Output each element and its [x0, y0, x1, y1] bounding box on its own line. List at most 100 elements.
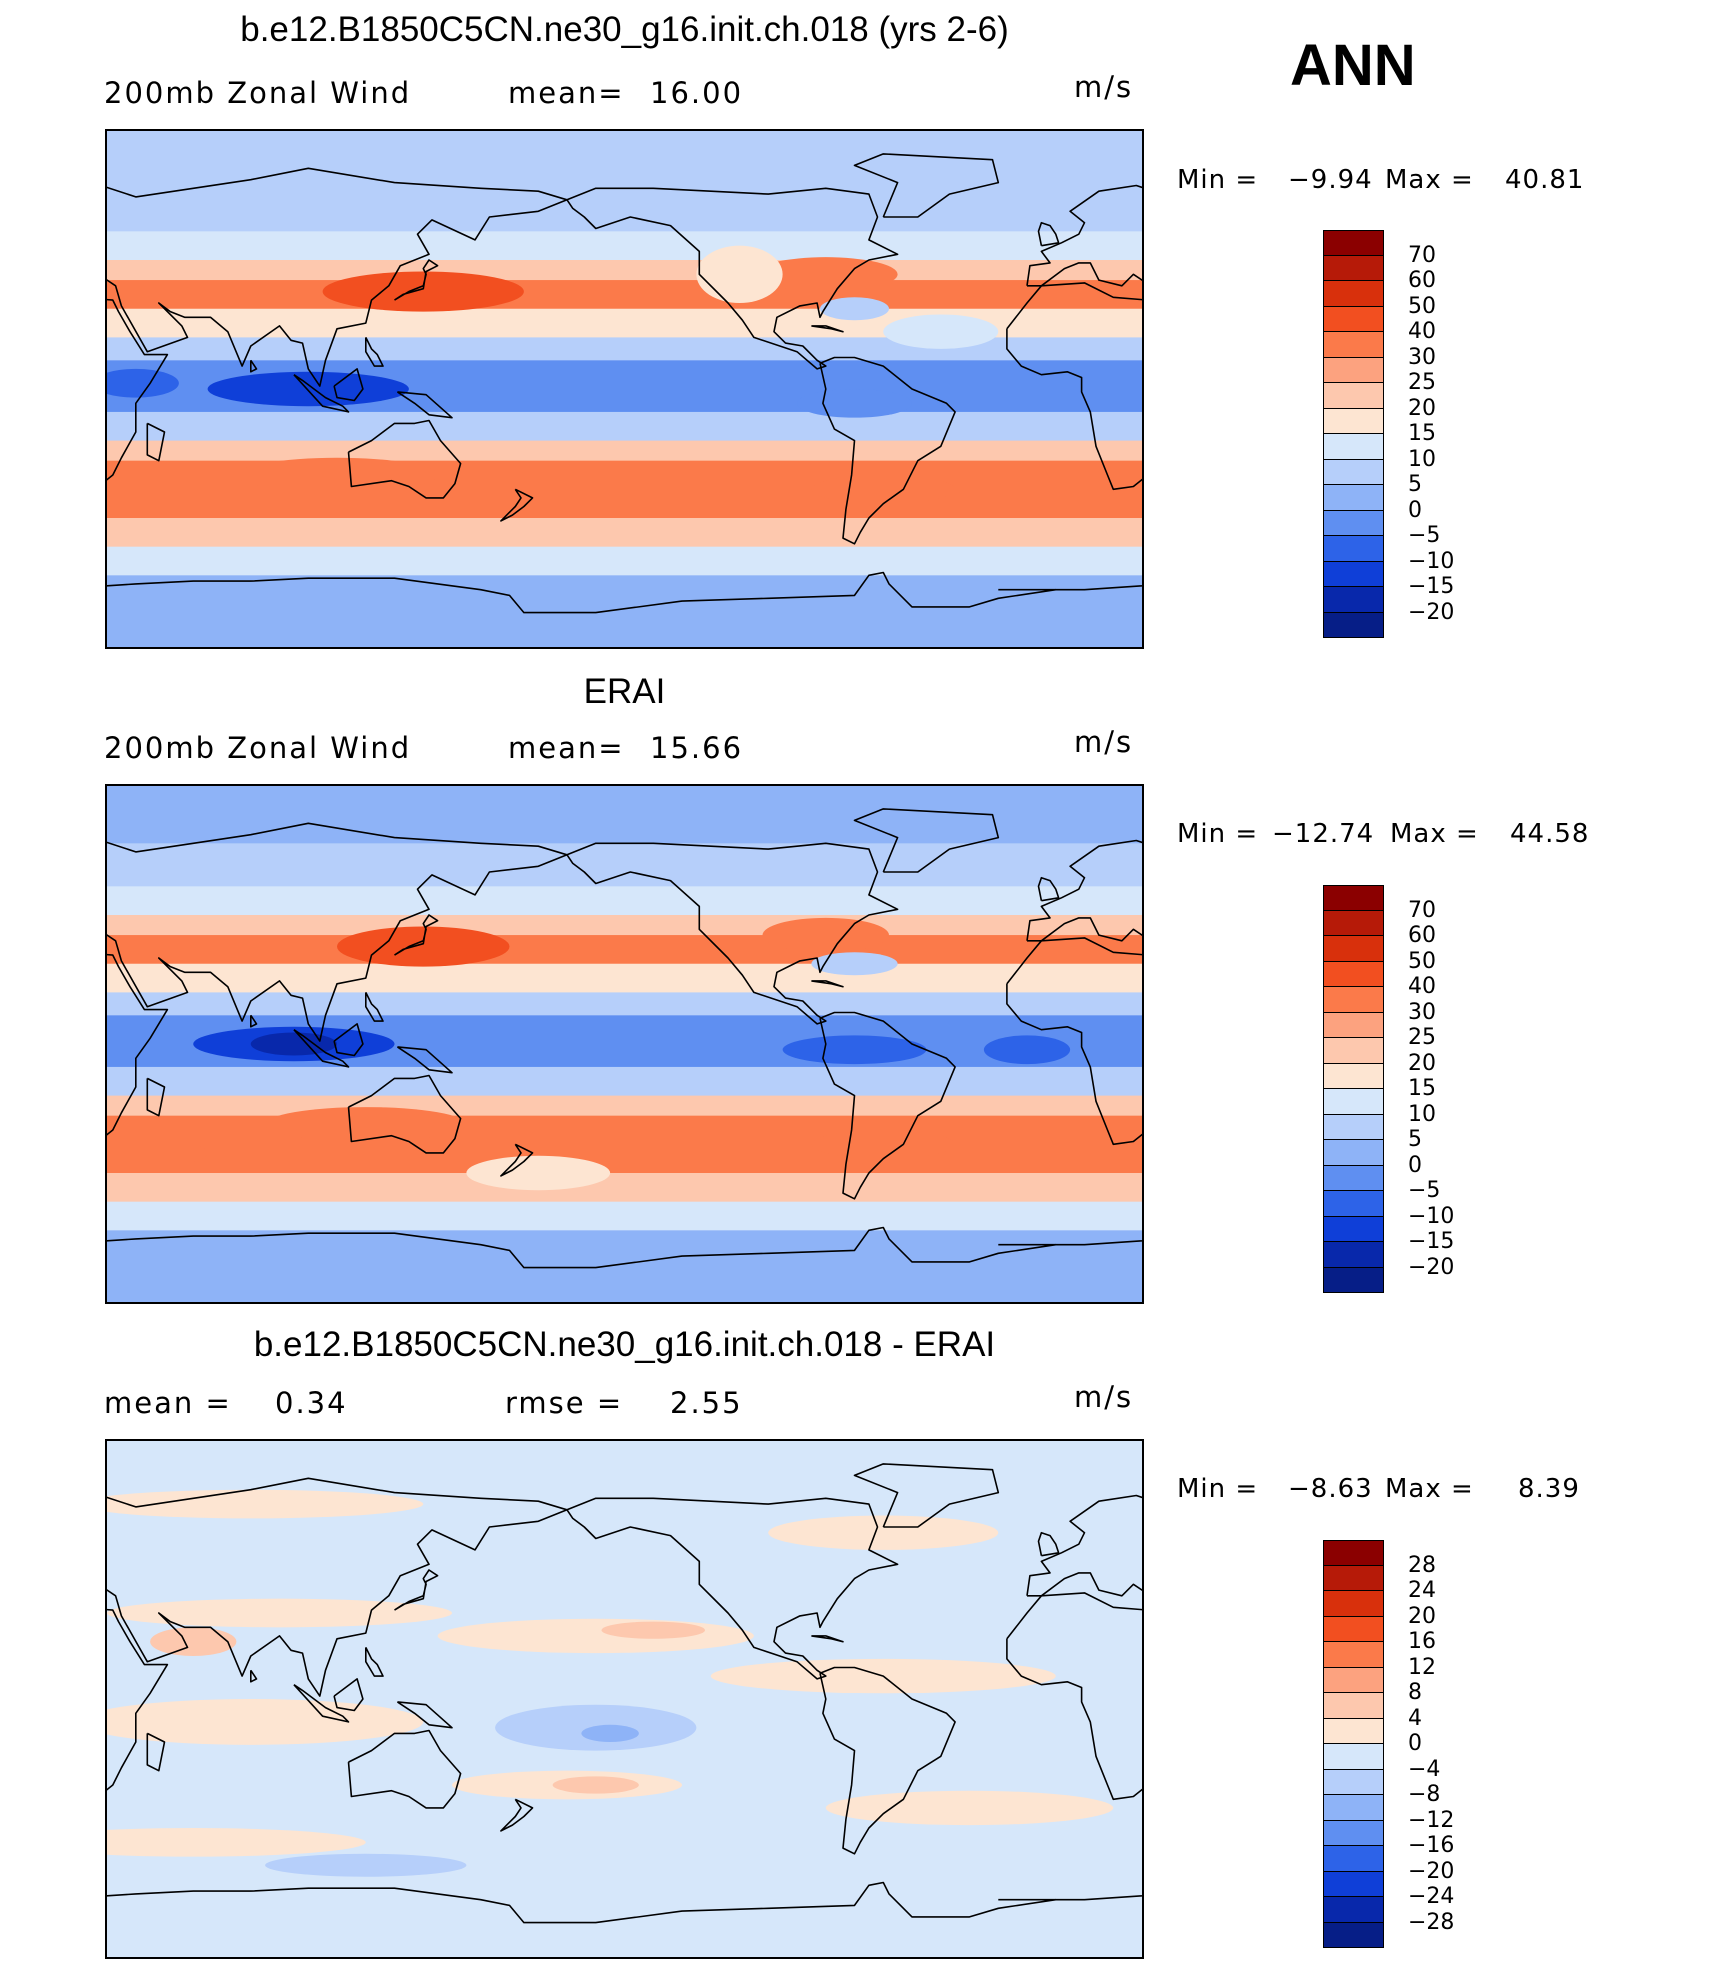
contour-band — [107, 231, 1142, 261]
colorbar-swatch — [1323, 561, 1384, 587]
contour-feature — [753, 257, 898, 292]
colorbar-swatch — [1323, 1718, 1384, 1744]
contour-band — [107, 440, 1142, 462]
colorbar-tick-label: 0 — [1408, 1152, 1422, 1178]
colorbar-swatch — [1323, 1744, 1384, 1770]
panel-3-rmse-value: 2.55 — [670, 1386, 743, 1420]
colorbar-tick-label: 70 — [1408, 897, 1436, 923]
panel-3-title: b.e12.B1850C5CN.ne30_g16.init.ch.018 - E… — [253, 1325, 996, 1364]
contour-band — [107, 1441, 1142, 1957]
panel-1-units: m/s — [1074, 70, 1134, 104]
contour-band — [107, 1115, 1142, 1174]
panel-3-min-label: Min = — [1177, 1474, 1259, 1504]
colorbar-tick-label: 28 — [1408, 1552, 1436, 1578]
contour-band — [107, 1173, 1142, 1203]
contour-band — [107, 1230, 1142, 1302]
coastline — [293, 374, 350, 413]
coastline — [107, 1226, 1056, 1269]
colorbar-tick-label: 8 — [1408, 1680, 1422, 1705]
coastline — [250, 1669, 258, 1683]
colorbar-tick-label: 16 — [1408, 1629, 1436, 1654]
colorbar-tick-label: 0 — [1408, 1731, 1422, 1756]
coastline — [811, 980, 844, 988]
contour-feature — [107, 1489, 424, 1519]
contour-feature — [552, 1776, 639, 1794]
coastline — [107, 822, 568, 1042]
panel-3-max-label: Max = — [1385, 1474, 1474, 1504]
colorbar-swatch — [1323, 1089, 1384, 1115]
contour-band — [107, 280, 1142, 310]
colorbar-tick-label: 30 — [1408, 344, 1436, 370]
coastline — [811, 1635, 844, 1643]
contour-band — [107, 992, 1142, 1016]
panel-3-rmse-label: rmse = — [505, 1386, 624, 1420]
panel-3-map — [105, 1439, 1144, 1959]
coastline — [500, 488, 534, 522]
coastline — [250, 1014, 258, 1028]
contour-band — [107, 518, 1142, 548]
panel-3-min-value: −8.63 — [1288, 1474, 1373, 1504]
panel-1-title: b.e12.B1850C5CN.ne30_g16.init.ch.018 (yr… — [240, 10, 1009, 49]
coastline — [1006, 1592, 1142, 1801]
coastline — [1006, 282, 1142, 491]
coastline — [364, 1647, 384, 1677]
contour-feature — [782, 1035, 927, 1065]
coastline — [394, 914, 439, 956]
colorbar-swatch — [1323, 510, 1384, 536]
coastline — [146, 422, 166, 462]
colorbar-tick-label: −10 — [1408, 548, 1455, 574]
colorbar-swatch — [1323, 961, 1384, 987]
panel-2-colorbar — [1323, 885, 1384, 1293]
colorbar-tick-label: −4 — [1408, 1756, 1441, 1782]
coastline — [107, 1881, 1056, 1924]
coastline — [333, 1023, 364, 1057]
colorbar-swatch — [1323, 255, 1384, 281]
panel-3-mean-label: mean = — [104, 1386, 232, 1420]
colorbar-swatch — [1323, 1540, 1384, 1566]
panel-1-contour-map — [107, 131, 1142, 647]
contour-band — [107, 786, 1142, 844]
contour-band — [107, 915, 1142, 936]
coastline — [500, 1798, 534, 1832]
colorbar-tick-label: 4 — [1408, 1705, 1422, 1731]
coastline — [1006, 937, 1142, 1146]
coastline — [1026, 839, 1142, 942]
colorbar-swatch — [1323, 1922, 1384, 1948]
contour-feature — [811, 475, 956, 504]
coastline — [146, 1732, 166, 1772]
coastline — [107, 298, 169, 481]
coastline — [394, 259, 439, 301]
colorbar-swatch — [1323, 1616, 1384, 1642]
coastline — [250, 359, 258, 373]
contour-feature — [811, 1130, 956, 1159]
coastlines — [107, 1463, 1142, 1924]
colorbar-swatch — [1323, 910, 1384, 936]
contour-band — [107, 886, 1142, 916]
coastline — [347, 1074, 462, 1154]
colorbar-swatch — [1323, 1242, 1384, 1268]
colorbar-tick-label: −5 — [1408, 523, 1441, 548]
coastline — [364, 992, 384, 1022]
colorbar-tick-label: 70 — [1408, 242, 1436, 268]
colorbar-tick-label: −24 — [1408, 1884, 1455, 1909]
panel-1-mean-value: 16.00 — [650, 76, 744, 110]
panel-2-mean-value: 15.66 — [650, 731, 744, 765]
contour-feature — [820, 297, 889, 321]
contour-feature — [768, 1515, 999, 1550]
coastline — [566, 842, 899, 1025]
coastline — [107, 167, 568, 387]
colorbar-swatch — [1323, 612, 1384, 638]
colorbar-swatch — [1323, 1769, 1384, 1795]
contour-feature — [811, 952, 898, 976]
panel-2-min-label: Min = — [1177, 819, 1259, 849]
coastline — [396, 1046, 453, 1074]
colorbar-tick-label: 30 — [1408, 999, 1436, 1025]
coastline — [146, 1077, 166, 1117]
contour-feature — [883, 314, 999, 349]
colorbar-tick-label: −5 — [1408, 1178, 1441, 1203]
panel-2-map — [105, 784, 1144, 1304]
colorbar-swatch — [1323, 1216, 1384, 1242]
colorbar-tick-label: 10 — [1408, 1101, 1436, 1127]
colorbar-tick-label: −15 — [1408, 574, 1455, 599]
contour-band — [107, 546, 1142, 576]
